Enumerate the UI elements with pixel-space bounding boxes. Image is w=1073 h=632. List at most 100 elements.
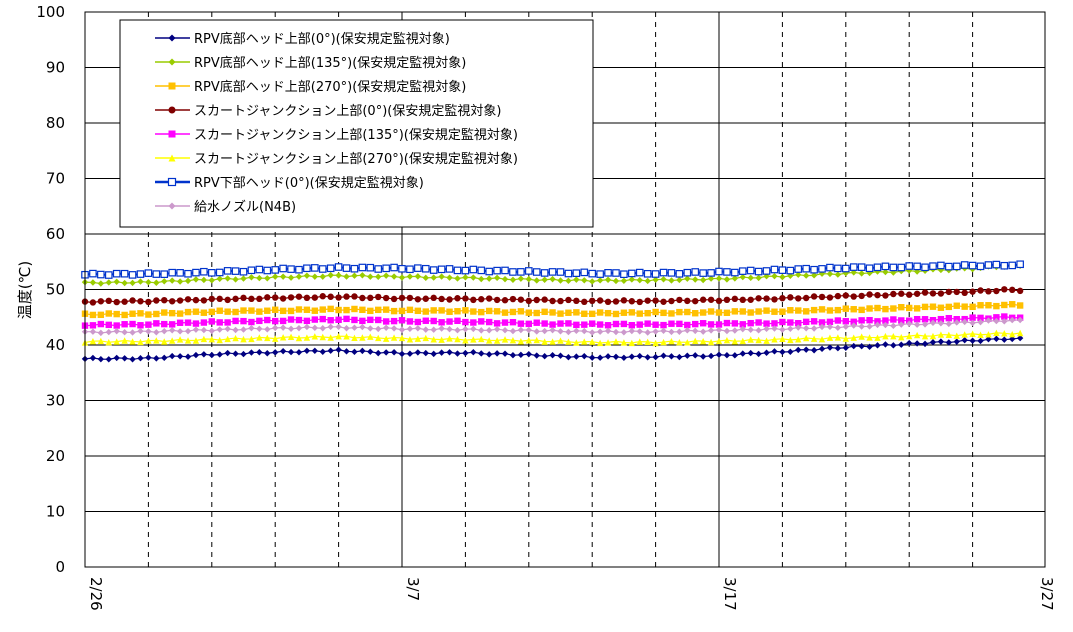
series-marker — [802, 325, 810, 332]
series-marker — [438, 295, 445, 303]
series-marker — [279, 317, 287, 325]
series-marker — [256, 295, 263, 303]
series-marker — [818, 265, 826, 273]
series-marker — [636, 328, 643, 335]
series-marker — [359, 306, 366, 314]
series-marker — [224, 296, 231, 304]
series-marker — [660, 338, 667, 346]
series-marker — [699, 328, 707, 335]
series-marker — [509, 336, 517, 344]
series-marker — [707, 308, 715, 315]
series-marker — [977, 302, 984, 309]
series-marker — [731, 295, 739, 303]
series-marker — [589, 297, 596, 305]
series-marker — [168, 154, 176, 162]
series-marker — [509, 295, 517, 303]
series-marker — [295, 349, 303, 356]
series-marker — [755, 327, 762, 334]
series-marker — [898, 290, 905, 297]
series-marker — [343, 333, 350, 340]
series-marker — [565, 338, 572, 345]
series-marker — [382, 335, 390, 342]
series-marker — [335, 323, 342, 330]
series-marker — [723, 268, 731, 276]
series-marker — [208, 268, 216, 277]
series-marker — [953, 302, 960, 309]
series-marker — [295, 334, 303, 342]
series-marker — [470, 319, 477, 326]
series-marker — [779, 318, 786, 326]
series-marker — [335, 346, 342, 353]
series-marker — [953, 319, 960, 326]
series-marker — [1001, 313, 1008, 320]
series-marker — [676, 308, 683, 316]
series-marker — [335, 306, 342, 314]
series-marker — [216, 351, 223, 358]
series-marker — [176, 269, 184, 277]
series-marker — [977, 287, 984, 294]
series-marker — [890, 305, 897, 312]
series-marker — [667, 269, 676, 277]
series-marker — [525, 337, 532, 344]
series-marker — [826, 344, 834, 351]
series-marker — [834, 334, 842, 341]
series-marker — [1009, 301, 1016, 308]
series-marker — [303, 272, 311, 279]
series-marker — [525, 326, 532, 334]
series-marker — [256, 317, 263, 325]
series-marker — [802, 272, 810, 279]
series-marker — [279, 307, 287, 315]
series-marker — [707, 327, 715, 334]
axis-layer: 0 10 20 30 40 50 60 70 80 90 100 2/26 3/7 3/17 3/27 — [36, 3, 1056, 611]
series-marker — [232, 326, 239, 334]
series-marker — [731, 352, 739, 359]
series-marker — [612, 269, 620, 277]
series-marker — [969, 314, 976, 321]
series-marker — [414, 296, 422, 303]
series-marker — [795, 336, 802, 343]
series-marker — [327, 347, 334, 354]
series-marker — [232, 308, 239, 316]
series-marker — [874, 342, 881, 349]
series-marker — [168, 82, 176, 90]
series-marker — [375, 325, 382, 333]
series-marker — [842, 344, 849, 351]
series-marker — [707, 296, 715, 303]
series-marker — [105, 356, 112, 363]
series-marker — [921, 340, 929, 348]
series-marker — [699, 269, 707, 277]
series-marker — [636, 276, 643, 284]
series-marker — [335, 316, 342, 324]
series-marker — [573, 327, 580, 335]
series-marker — [493, 308, 501, 315]
series-marker — [327, 317, 334, 324]
series-marker — [398, 350, 406, 358]
series-marker — [961, 303, 968, 310]
series-marker — [406, 294, 414, 302]
series-marker — [1009, 286, 1016, 294]
series-marker — [438, 319, 445, 326]
series-marker — [834, 324, 842, 331]
series-marker — [501, 275, 509, 283]
series-marker — [184, 308, 192, 316]
series-marker — [723, 309, 731, 317]
series-marker — [826, 263, 834, 272]
series-marker — [192, 268, 200, 277]
series-marker — [279, 347, 287, 355]
series-marker — [581, 327, 588, 335]
series-marker — [818, 335, 826, 343]
series-marker — [961, 336, 968, 344]
series-marker — [525, 297, 532, 305]
series-marker — [755, 308, 762, 315]
series-marker — [818, 306, 826, 313]
series-marker — [153, 297, 160, 304]
series-marker — [960, 261, 969, 269]
series-marker — [581, 277, 588, 284]
series-marker — [692, 327, 699, 335]
series-marker — [351, 324, 358, 331]
series-marker — [129, 356, 136, 363]
series-marker — [137, 278, 144, 285]
series-marker — [834, 292, 842, 300]
series-marker — [136, 270, 145, 278]
series-marker — [612, 277, 620, 285]
